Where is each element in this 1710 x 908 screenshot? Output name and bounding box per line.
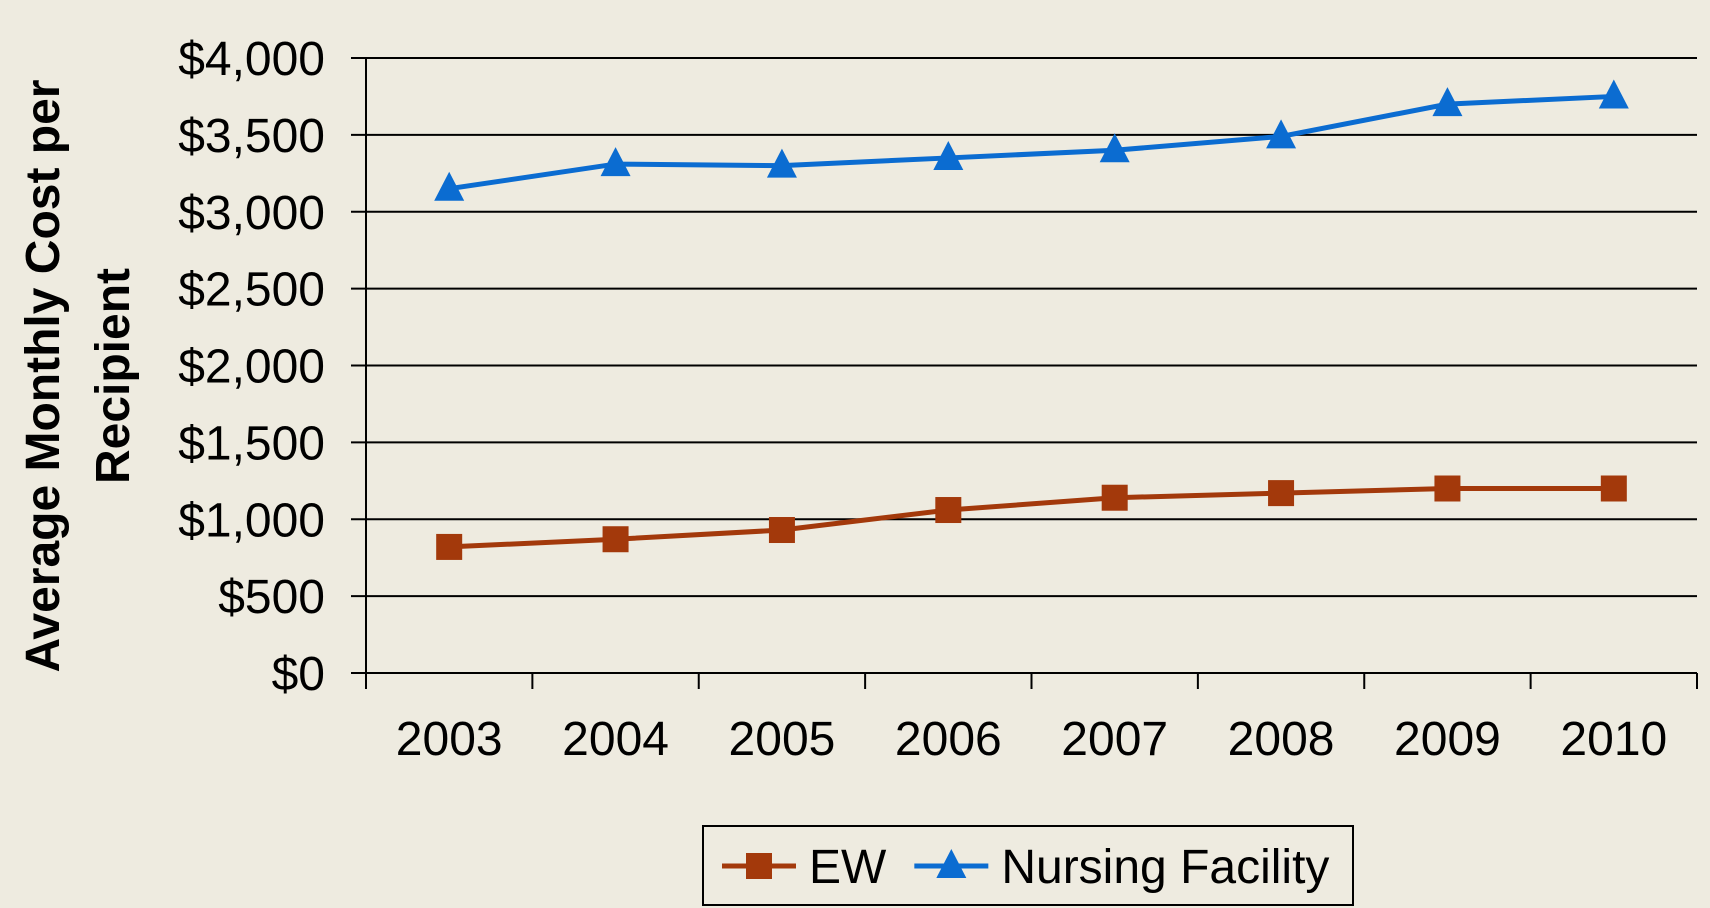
- x-tick-label: 2003: [396, 713, 503, 766]
- y-tick-label: $2,500: [178, 264, 325, 317]
- marker: [434, 171, 465, 201]
- y-tick-label: $0: [272, 648, 325, 701]
- x-tick-label: 2008: [1228, 713, 1335, 766]
- y-tick-label: $4,000: [178, 33, 325, 86]
- y-tick-label: $3,000: [178, 187, 325, 240]
- marker: [1101, 484, 1128, 511]
- legend-label: Nursing Facility: [1001, 841, 1329, 894]
- x-tick-label: 2010: [1560, 713, 1667, 766]
- legend-box: [702, 825, 1354, 906]
- x-tick-label: 2009: [1394, 713, 1501, 766]
- x-tick-label: 2005: [729, 713, 836, 766]
- y-tick-label: $3,500: [178, 110, 325, 163]
- marker: [935, 497, 962, 524]
- series-line: [448, 93, 1614, 192]
- marker: [1266, 119, 1297, 149]
- legend-entry: EW: [722, 841, 887, 894]
- series-line: [449, 486, 1614, 550]
- marker: [936, 849, 967, 878]
- marker: [1099, 133, 1130, 163]
- marker: [602, 526, 629, 553]
- marker: [933, 140, 964, 170]
- marker: [1598, 79, 1629, 109]
- marker: [746, 853, 772, 879]
- marker: [436, 533, 463, 560]
- y-tick-label: $1,500: [178, 417, 325, 470]
- y-tick-label: $500: [218, 571, 325, 624]
- y-tick-label: $2,000: [178, 341, 325, 394]
- legend-label: EW: [809, 841, 887, 894]
- x-tick-label: 2007: [1061, 713, 1168, 766]
- marker: [1432, 87, 1463, 117]
- legend-entry: Nursing Facility: [914, 841, 1329, 894]
- marker: [1268, 480, 1295, 507]
- marker: [600, 147, 631, 177]
- y-tick-label: $1,000: [178, 494, 325, 547]
- marker: [766, 148, 797, 178]
- marker: [1600, 475, 1627, 502]
- x-tick-label: 2006: [895, 713, 1002, 766]
- marker: [768, 517, 795, 544]
- x-tick-label: 2004: [562, 713, 669, 766]
- marker: [1434, 475, 1461, 502]
